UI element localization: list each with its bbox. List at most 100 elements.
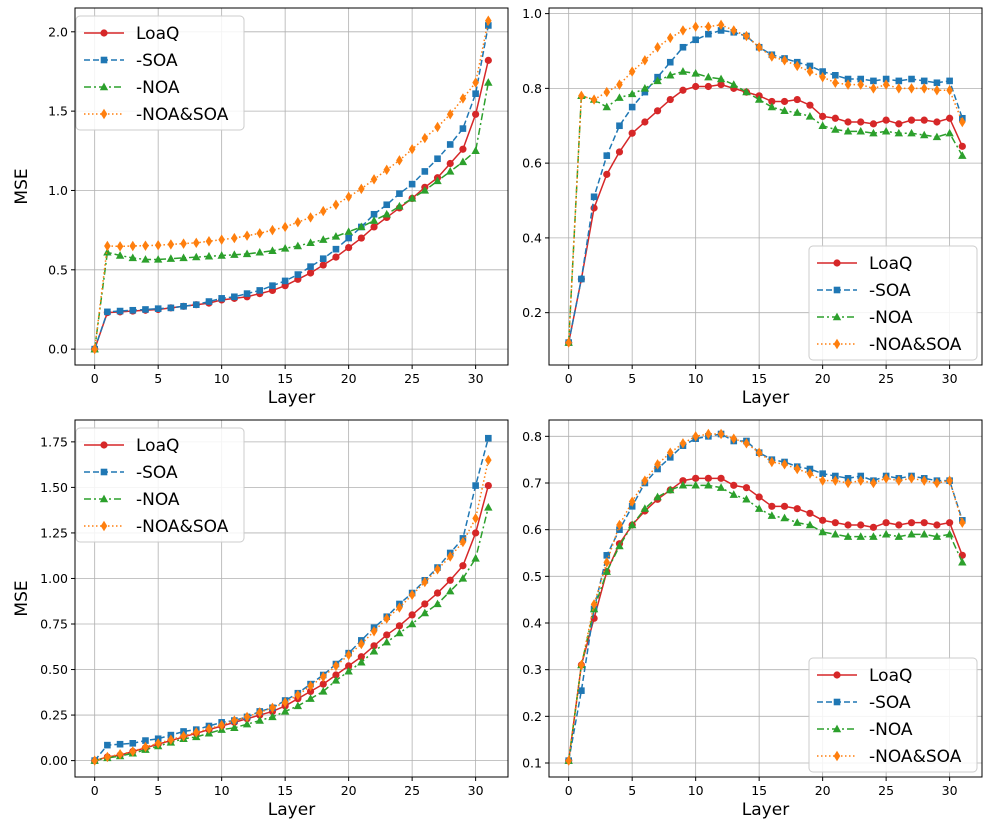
data-point-soa	[870, 77, 877, 85]
data-point-noa	[280, 243, 290, 252]
legend-entry-loaq: LoaQ	[817, 254, 912, 274]
data-point-noa	[242, 719, 252, 728]
data-point-noa-and-soa	[383, 164, 391, 176]
data-point-noa-and-soa	[857, 475, 865, 486]
data-point-noa	[128, 253, 137, 262]
data-point-noa	[615, 93, 624, 101]
data-point-soa	[294, 271, 302, 278]
y-tick-label: 0.2	[522, 305, 542, 320]
x-tick-label: 15	[751, 371, 767, 386]
data-point-noa-and-soa	[243, 230, 251, 241]
data-point-noa	[640, 83, 650, 92]
data-point-noa	[704, 480, 713, 489]
data-point-soa	[345, 234, 352, 242]
data-point-noa	[357, 657, 366, 666]
data-point-noa	[615, 541, 624, 550]
data-point-soa	[459, 125, 467, 132]
data-point-noa-and-soa	[628, 496, 636, 507]
data-point-noa-and-soa	[755, 42, 763, 53]
data-point-noa	[920, 529, 929, 538]
data-point-noa-and-soa	[408, 144, 416, 155]
data-point-loaq	[370, 223, 378, 231]
data-point-noa	[869, 128, 878, 137]
y-tick-label: 0.6	[522, 156, 542, 171]
data-point-noa-and-soa	[717, 428, 725, 440]
data-point-soa	[705, 30, 712, 38]
data-point-soa	[832, 71, 839, 79]
data-point-noa	[420, 608, 430, 617]
data-point-loaq	[332, 253, 340, 261]
data-point-noa	[742, 494, 751, 503]
data-point-noa	[255, 247, 264, 256]
data-point-noa-and-soa	[307, 212, 314, 223]
x-tick-label: 15	[277, 783, 293, 798]
legend-entry-noa-and-soa: -NOA&SOA	[84, 105, 229, 125]
data-point-noa-and-soa	[946, 475, 953, 486]
data-point-loaq	[395, 622, 404, 630]
data-point-noa-and-soa	[129, 240, 137, 252]
data-point-loaq	[895, 521, 903, 529]
series-noa	[90, 503, 493, 764]
x-axis-label: Layer	[742, 388, 789, 408]
data-point-noa-and-soa	[641, 475, 649, 486]
y-tick-label: 0.00	[40, 753, 68, 768]
data-point-noa-and-soa	[793, 60, 801, 72]
plot-frame	[74, 419, 509, 778]
data-point-noa	[471, 146, 480, 154]
data-point-noa	[446, 167, 455, 175]
data-point-noa-and-soa	[755, 447, 763, 458]
x-tick-label: 0	[565, 783, 573, 798]
data-point-noa-and-soa	[666, 447, 674, 458]
data-point-noa	[843, 532, 853, 540]
data-point-noa-and-soa	[590, 599, 598, 610]
data-point-noa-and-soa	[768, 456, 776, 468]
data-point-noa-and-soa	[116, 749, 124, 760]
series-loaq	[565, 81, 966, 347]
data-point-loaq	[831, 114, 839, 122]
x-tick-label: 20	[341, 783, 357, 798]
data-point-noa	[869, 532, 878, 540]
legend-label: -NOA&SOA	[869, 747, 962, 767]
x-tick-label: 0	[565, 371, 573, 386]
data-point-noa-and-soa	[743, 438, 750, 449]
y-tick-label: 0.75	[40, 617, 68, 632]
data-point-noa-and-soa	[844, 477, 852, 489]
x-tick-label: 15	[277, 371, 293, 386]
data-point-noa	[678, 67, 688, 75]
data-point-loaq	[306, 269, 315, 277]
data-point-loaq	[704, 82, 712, 91]
data-point-soa	[472, 482, 479, 489]
x-tick-label: 5	[154, 371, 162, 386]
data-point-noa	[818, 121, 827, 129]
series-noa	[90, 78, 493, 353]
data-point-noa-and-soa	[142, 741, 149, 753]
y-tick-label: 0.4	[522, 230, 542, 245]
legend-marker	[100, 108, 108, 120]
data-point-soa	[590, 193, 598, 201]
legend-box	[808, 657, 978, 773]
data-point-loaq	[615, 148, 624, 156]
legend-marker	[99, 82, 109, 91]
data-point-noa	[831, 529, 840, 538]
data-point-noa	[369, 646, 379, 655]
x-tick-label: 20	[815, 371, 831, 386]
x-tick-label: 25	[878, 783, 894, 798]
data-point-noa	[754, 504, 764, 512]
data-point-noa-and-soa	[870, 477, 877, 489]
data-point-soa	[129, 740, 137, 747]
y-tick-label: 0.25	[40, 708, 68, 723]
data-point-loaq	[819, 112, 827, 121]
data-point-noa	[754, 95, 764, 103]
data-point-loaq	[357, 653, 365, 661]
data-point-loaq	[704, 474, 712, 482]
data-point-soa	[485, 434, 492, 442]
legend-entry-noa: -NOA	[84, 78, 180, 98]
data-point-soa	[895, 77, 903, 85]
data-point-noa	[627, 520, 637, 529]
legend-entry-noa-and-soa: -NOA&SOA	[84, 517, 229, 537]
data-point-noa-and-soa	[269, 702, 276, 713]
data-point-loaq	[933, 521, 941, 529]
data-point-noa-and-soa	[345, 191, 352, 203]
data-point-noa	[729, 490, 738, 498]
